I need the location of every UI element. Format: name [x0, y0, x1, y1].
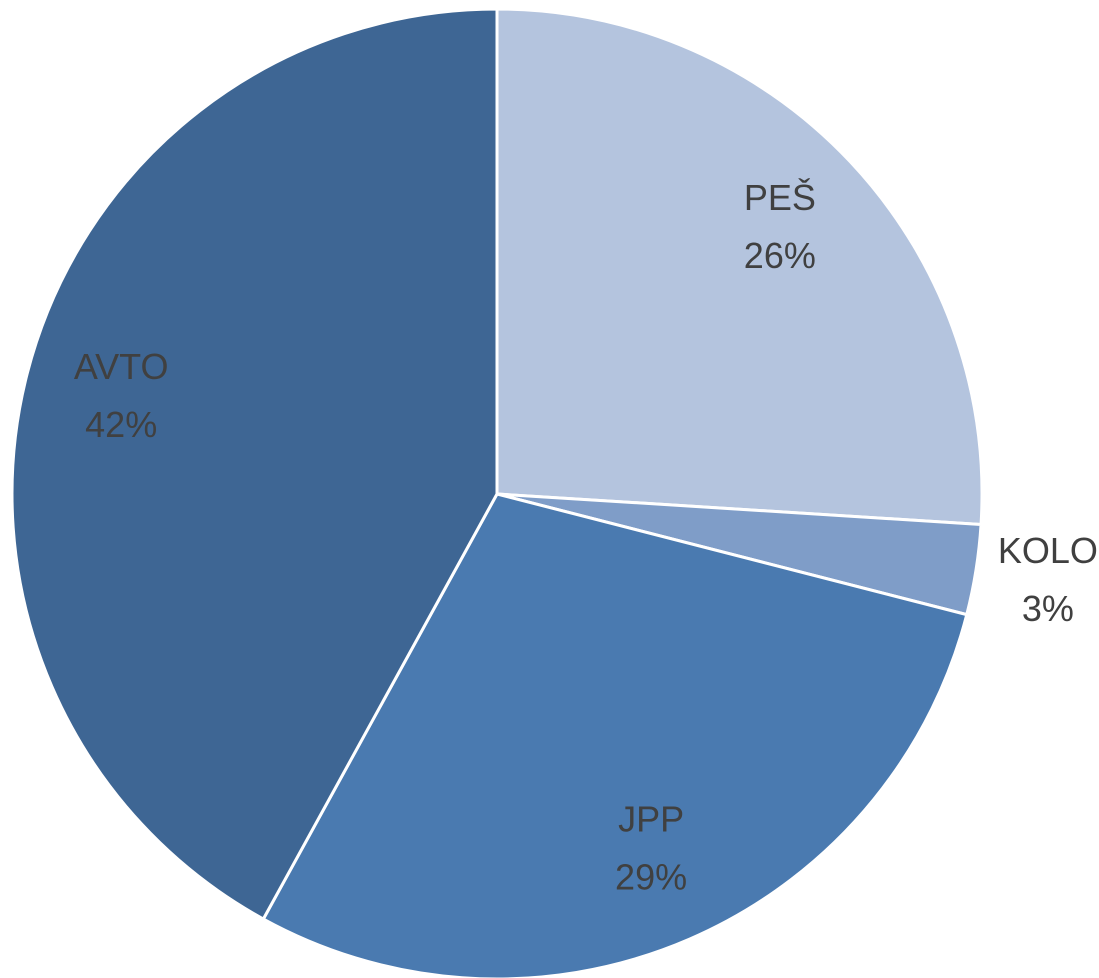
slice-label-value: 42%	[85, 404, 157, 445]
pie-slice	[261, 492, 969, 978]
slice-label-value: 26%	[744, 235, 816, 276]
slice-label-name: AVTO	[74, 346, 169, 387]
pie-slice	[495, 7, 984, 526]
pie-slice	[10, 7, 499, 921]
slice-label-value: 3%	[1022, 588, 1074, 629]
slice-label-name: JPP	[618, 799, 684, 840]
slice-label-name: KOLO	[998, 530, 1098, 571]
slice-label-name: PEŠ	[744, 177, 816, 218]
slice-label-value: 29%	[615, 857, 687, 898]
